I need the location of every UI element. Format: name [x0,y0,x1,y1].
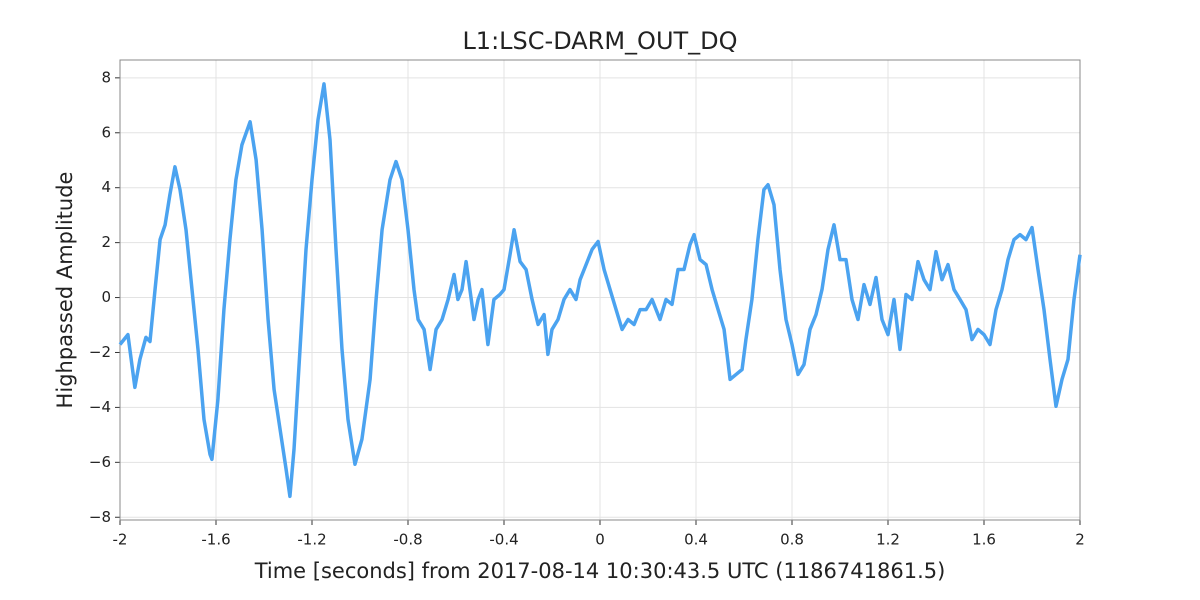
y-tick-label: 4 [101,178,111,196]
data-line [118,82,1082,499]
x-tick-label: 2 [1075,531,1085,549]
x-tick-label: -1.2 [297,531,326,549]
x-tick-label: -0.4 [489,531,518,549]
y-axis-label: Highpassed Amplitude [53,172,77,409]
y-tick-label: −2 [89,343,111,361]
y-tick-label: 6 [101,123,111,141]
y-tick-label: −8 [89,508,111,526]
y-tick-label: 2 [101,233,111,251]
y-tick-label: −4 [89,398,111,416]
x-tick-label: 0 [595,531,605,549]
x-tick-label: -2 [113,531,128,549]
x-tick-label: 0.4 [684,531,708,549]
plot-frame [119,59,1081,521]
y-tick-label: 8 [101,68,111,86]
x-tick-label: 1.6 [972,531,996,549]
y-tick-label: −6 [89,453,111,471]
x-tick-label: -1.6 [201,531,230,549]
x-tick-label: -0.8 [393,531,422,549]
x-tick-label: 1.2 [876,531,900,549]
x-tick-label: 0.8 [780,531,804,549]
chart-title: L1:LSC-DARM_OUT_DQ [462,27,737,55]
x-axis-label: Time [seconds] from 2017-08-14 10:30:43.… [254,559,946,583]
y-tick-label: 0 [101,288,111,306]
